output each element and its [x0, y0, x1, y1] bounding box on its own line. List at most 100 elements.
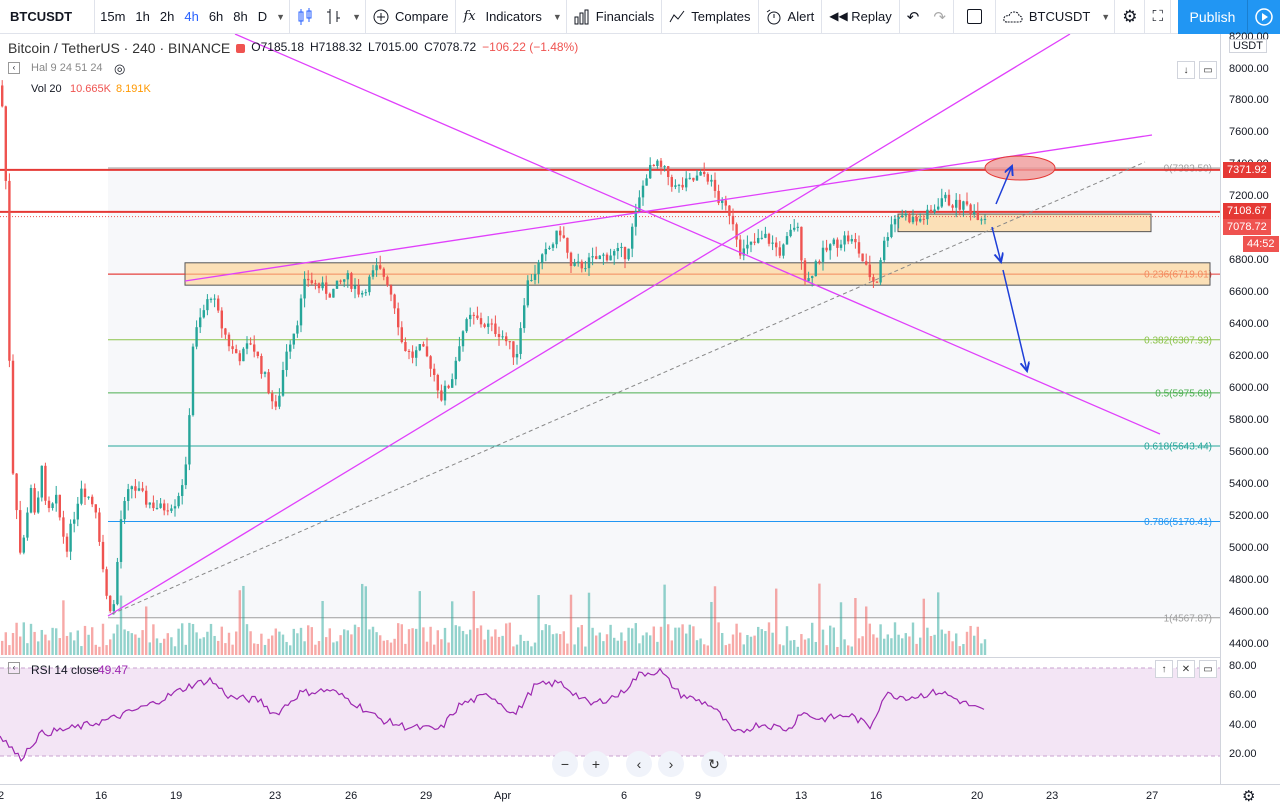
publish-button[interactable]: Publish: [1178, 0, 1247, 34]
cloud-icon: [1003, 10, 1023, 22]
settings-button[interactable]: ⚙: [1115, 0, 1144, 34]
candle-body: [811, 276, 814, 279]
time-axis[interactable]: 2 16 19 23 26 29 Apr 6 9 13 16 20 23 27 ⚙: [0, 784, 1280, 807]
candle-body: [436, 374, 439, 391]
symbol-title[interactable]: Bitcoin / TetherUS · 240 · BINANCE: [8, 40, 231, 56]
price-axis[interactable]: 8200.008000.007800.007600.007400.007200.…: [1220, 31, 1280, 784]
financials-button[interactable]: Financials: [567, 0, 662, 34]
candle-body: [353, 285, 357, 289]
volume-bar: [940, 629, 943, 655]
chevron-down-icon[interactable]: ▼: [1101, 11, 1111, 22]
timeframe-2h[interactable]: 2h: [159, 9, 175, 24]
fullscreen-button[interactable]: ⛶: [1145, 0, 1170, 34]
gear-icon[interactable]: ⚙: [1242, 788, 1256, 805]
candle-body: [361, 292, 364, 295]
price-tick-label: 6400.00: [1229, 318, 1269, 331]
rsi-collapse-toggle[interactable]: ‹: [8, 662, 20, 674]
candle-body: [317, 283, 321, 289]
hal-indicator[interactable]: Hal 9 24 51 24: [31, 62, 103, 74]
rsi-pane[interactable]: [0, 657, 1220, 784]
ascending-trendline: [107, 34, 1071, 617]
volume-bar: [883, 638, 886, 655]
chart-type-button[interactable]: [290, 0, 320, 34]
volume-bar: [260, 633, 263, 655]
time-tick-label: 29: [420, 790, 433, 802]
volume-bar: [775, 588, 778, 655]
alert-button[interactable]: Alert: [759, 0, 822, 34]
scroll-right-button[interactable]: ›: [658, 751, 684, 777]
candle-body: [739, 239, 742, 256]
volume-bar: [832, 627, 835, 655]
timeframe-6h[interactable]: 6h: [208, 9, 224, 24]
candle-body: [897, 217, 900, 219]
redo-button[interactable]: ↷: [926, 0, 953, 34]
scroll-left-button[interactable]: ‹: [626, 751, 652, 777]
candle-body: [721, 200, 724, 203]
volume-bar: [454, 625, 457, 655]
volume-bar: [479, 625, 483, 655]
timeframe-d[interactable]: D: [257, 9, 268, 24]
candle-body: [526, 280, 529, 306]
maximize-pane-button[interactable]: ▭: [1199, 61, 1217, 79]
timeframe-4h[interactable]: 4h: [184, 9, 199, 24]
compare-button[interactable]: Compare: [366, 0, 455, 34]
timeframe-15m[interactable]: 15m: [100, 9, 126, 24]
volume-bar: [760, 629, 763, 655]
currency-label[interactable]: USDT: [1229, 39, 1267, 53]
volume-bar: [415, 628, 418, 655]
volume-label[interactable]: Vol 20: [31, 83, 62, 95]
candle-body: [875, 281, 879, 283]
eye-hidden-icon[interactable]: ◎: [114, 61, 126, 76]
candle-body: [634, 210, 637, 227]
rsi-label[interactable]: RSI 14 close: [31, 663, 100, 677]
undo-button[interactable]: ↶: [900, 0, 927, 34]
publish-menu-button[interactable]: [1247, 0, 1280, 34]
volume-bar: [267, 638, 270, 655]
candle-body: [785, 236, 789, 245]
candle-body: [339, 280, 342, 282]
volume-bar: [587, 592, 591, 655]
bar-type-button[interactable]: [320, 0, 348, 34]
compare-label: Compare: [394, 9, 449, 24]
chevron-down-icon[interactable]: ▼: [276, 11, 286, 22]
templates-button[interactable]: Templates: [662, 0, 757, 34]
divider: [565, 0, 567, 34]
replay-button[interactable]: ◀◀ Replay: [822, 0, 898, 34]
volume-bar: [317, 641, 321, 655]
candle-body: [976, 211, 979, 220]
volume-bar: [339, 635, 342, 655]
maximize-rsi-button[interactable]: ▭: [1199, 660, 1217, 678]
candle-body: [627, 248, 630, 260]
volume-bar: [595, 635, 598, 655]
reset-chart-button[interactable]: ↻: [701, 751, 727, 777]
candle-body: [541, 254, 544, 263]
chevron-down-icon[interactable]: ▼: [552, 11, 562, 22]
pane-up-button[interactable]: ↑: [1155, 660, 1173, 678]
timeframe-8h[interactable]: 8h: [233, 9, 248, 24]
candle-body: [87, 496, 90, 498]
indicators-button[interactable]: fx Indicators: [456, 0, 548, 34]
chevron-down-icon[interactable]: ▼: [352, 11, 361, 22]
symbol-search[interactable]: BTCUSDT: [10, 9, 73, 24]
volume-bar: [649, 635, 652, 655]
candle-body: [821, 247, 825, 262]
layout-button[interactable]: [954, 0, 995, 34]
rsi-chart[interactable]: [0, 658, 1220, 784]
templates-label: Templates: [691, 9, 751, 24]
volume-bar: [166, 633, 169, 655]
collapse-toggle[interactable]: ‹: [8, 62, 20, 74]
zoom-in-button[interactable]: +: [583, 751, 609, 777]
candle-body: [181, 485, 184, 496]
timeframe-1h[interactable]: 1h: [135, 9, 150, 24]
price-chart[interactable]: 0(7383.50)0.236(6719.01)0.382(6307.93)0.…: [0, 34, 1220, 655]
scroll-down-button[interactable]: ↓: [1177, 61, 1195, 79]
volume-bar: [908, 636, 911, 655]
candle-body: [757, 237, 760, 243]
divider: [994, 0, 996, 34]
chart-symbol-button[interactable]: BTCUSDT: [996, 0, 1097, 34]
candle-body: [314, 283, 317, 285]
price-chart-pane[interactable]: 0(7383.50)0.236(6719.01)0.382(6307.93)0.…: [0, 34, 1220, 655]
close-pane-button[interactable]: ✕: [1177, 660, 1195, 678]
volume-bar: [544, 624, 547, 655]
zoom-out-button[interactable]: −: [552, 751, 578, 777]
